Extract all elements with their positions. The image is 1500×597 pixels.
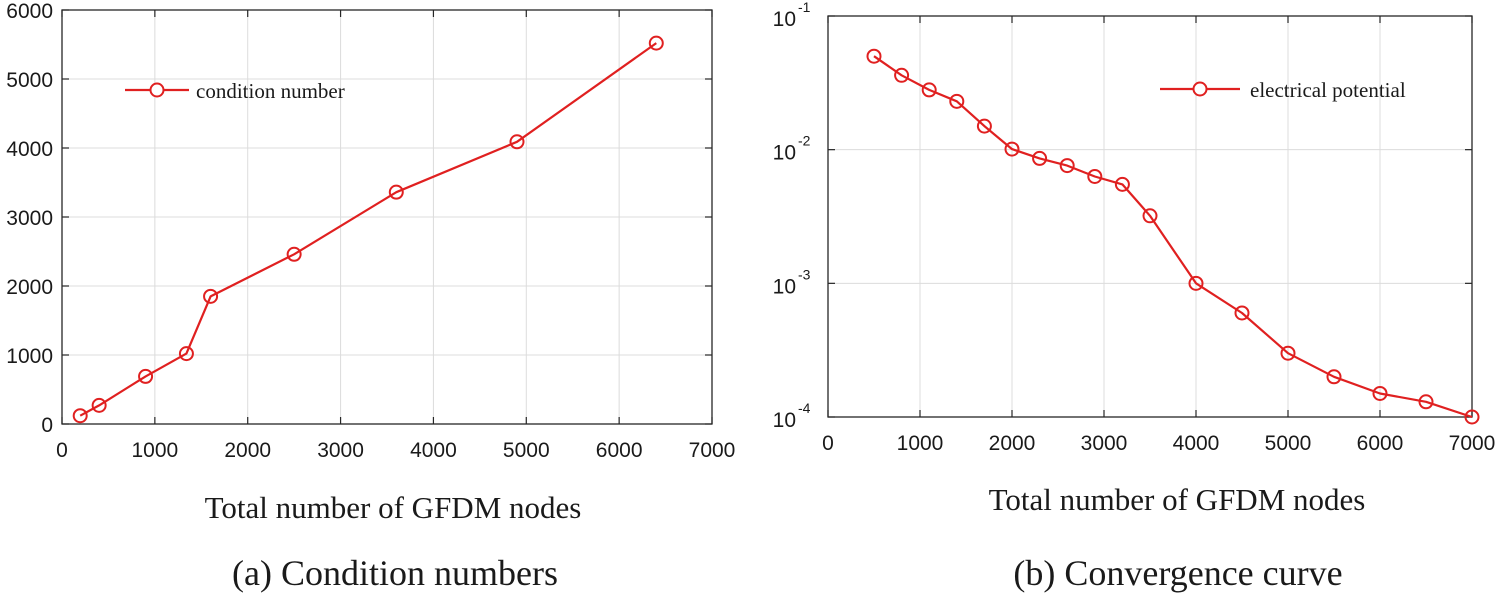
data-point <box>1234 305 1250 321</box>
y-tick-label: 1000 <box>6 345 53 368</box>
y-tick-exponent: -1 <box>798 0 811 15</box>
legend-label: electrical potential <box>1250 78 1406 102</box>
x-tick-label: 0 <box>56 439 68 462</box>
data-point <box>1326 369 1342 385</box>
data-point <box>138 368 154 384</box>
y-tick-label: 2000 <box>6 276 53 299</box>
data-point <box>178 346 194 362</box>
x-tick-label: 1000 <box>131 439 178 462</box>
y-tick-label: 3000 <box>6 207 53 230</box>
data-point <box>894 67 910 83</box>
y-tick-label: 6000 <box>6 0 53 23</box>
grid <box>62 10 712 424</box>
x-tick-label: 6000 <box>596 439 643 462</box>
data-point <box>1188 275 1204 291</box>
x-tick-label: 2000 <box>224 439 271 462</box>
data-point <box>949 93 965 109</box>
data-point <box>203 288 219 304</box>
x-tick-label: 6000 <box>1357 432 1404 455</box>
x-axis-label: Total number of GFDM nodes <box>989 482 1366 517</box>
series-line <box>873 55 1473 419</box>
legend-marker <box>1192 81 1208 97</box>
y-tick-exponent: -3 <box>798 266 811 282</box>
data-point <box>866 48 882 64</box>
x-tick-label: 5000 <box>1265 432 1312 455</box>
y-tick-label: 0 <box>41 414 53 437</box>
data-point <box>1087 168 1103 184</box>
data-point <box>648 35 664 51</box>
x-tick-label: 4000 <box>1173 432 1220 455</box>
x-tick-label: 0 <box>822 432 834 455</box>
y-tick-label: 5000 <box>6 69 53 92</box>
x-tick-label: 7000 <box>1449 432 1496 455</box>
series-line <box>79 42 657 417</box>
data-point <box>72 408 88 424</box>
data-point <box>1114 176 1130 192</box>
axes-box <box>827 15 1473 418</box>
data-point <box>1032 150 1048 166</box>
y-tick-label: 4000 <box>6 138 53 161</box>
data-point <box>1464 409 1480 425</box>
data-point <box>91 397 107 413</box>
data-point <box>1142 208 1158 224</box>
data-point <box>976 118 992 134</box>
legend: condition number <box>125 79 345 103</box>
data-point <box>1059 158 1075 174</box>
data-point <box>1280 345 1296 361</box>
legend-label: condition number <box>196 79 345 103</box>
x-tick-label: 3000 <box>317 439 364 462</box>
legend: electrical potential <box>1160 78 1406 102</box>
data-point <box>286 246 302 262</box>
chart-panel-b: 0 1000 2000 3000 4000 5000 6000 700010-410-310-… <box>773 0 1496 593</box>
x-tick-label: 2000 <box>989 432 1036 455</box>
data-point <box>921 82 937 98</box>
data-point <box>1004 141 1020 157</box>
chart-panel-a: 0 1000 2000 3000 4000 5000 6000 7000 0 1000 2000 30… <box>6 0 735 593</box>
panel-caption: (a) Condition numbers <box>232 553 558 593</box>
x-tick-label: 5000 <box>503 439 550 462</box>
y-tick-label: 10 <box>773 409 796 432</box>
data-point <box>509 134 525 150</box>
y-tick-label: 10 <box>773 275 796 298</box>
x-tick-label: 7000 <box>689 439 736 462</box>
x-tick-label: 4000 <box>410 439 457 462</box>
data-point <box>388 184 404 200</box>
x-tick-label: 1000 <box>897 432 944 455</box>
panel-caption: (b) Convergence curve <box>1013 553 1342 593</box>
y-tick-exponent: -4 <box>798 400 811 416</box>
x-axis-label: Total number of GFDM nodes <box>205 490 582 525</box>
y-tick-exponent: -2 <box>798 133 811 149</box>
data-point <box>1372 385 1388 401</box>
grid <box>828 16 1472 417</box>
data-point <box>1418 394 1434 410</box>
legend-marker <box>149 82 165 98</box>
y-tick-label: 10 <box>773 8 796 31</box>
y-tick-label: 10 <box>773 142 796 165</box>
x-tick-label: 3000 <box>1081 432 1128 455</box>
